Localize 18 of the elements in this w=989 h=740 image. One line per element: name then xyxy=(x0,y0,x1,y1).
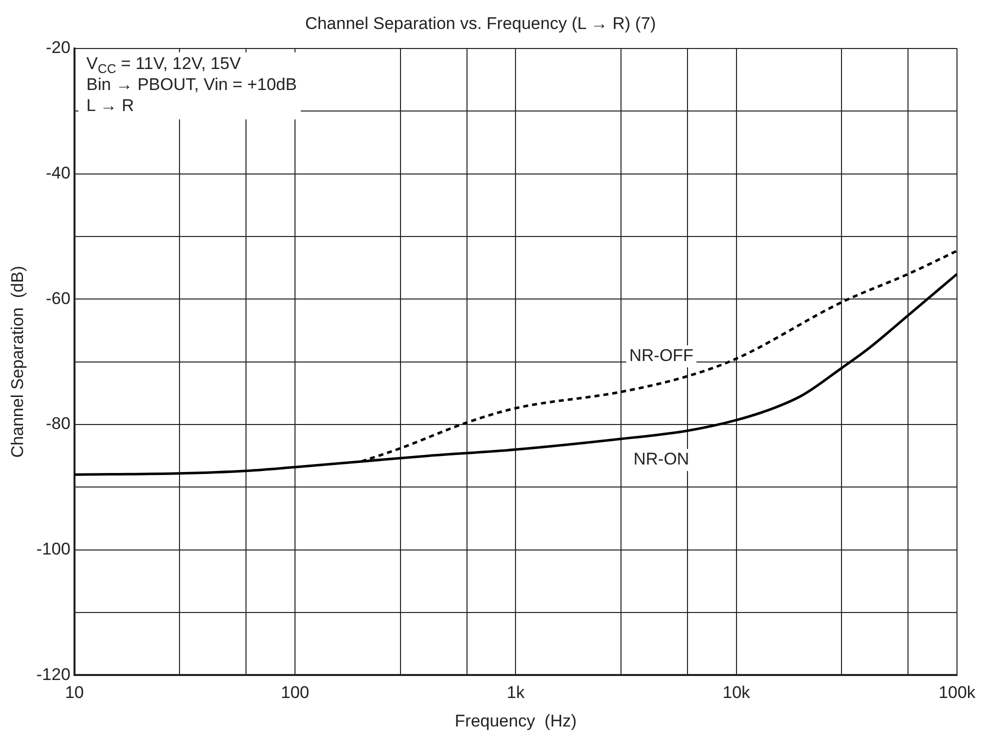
x-tick-label: 100 xyxy=(280,683,310,702)
y-tick-label: -100 xyxy=(36,540,70,559)
annotation: L → R xyxy=(86,96,134,116)
x-tick-label: 1k xyxy=(506,683,526,702)
annotation: Bin → PBOUT, Vin = +10dB xyxy=(86,75,297,94)
y-tick-label: -60 xyxy=(46,288,70,308)
series-label: NR-ON xyxy=(633,450,690,469)
y-tick-label: -120 xyxy=(36,664,70,684)
y-axis-title: Channel Separation (dB) xyxy=(8,266,27,458)
chart-title: Channel Separation vs. Frequency (L → R) (7) xyxy=(305,14,656,33)
x-tick-label: 10k xyxy=(722,683,751,702)
x-tick-label: 100k xyxy=(938,683,976,702)
y-tick-label: -40 xyxy=(46,163,70,182)
y-tick-label: -20 xyxy=(46,38,70,58)
x-tick-label: 10 xyxy=(64,683,84,702)
y-tick-label: -80 xyxy=(46,414,70,434)
series-label: NR-OFF xyxy=(629,346,694,366)
x-axis-title: Frequency (Hz) xyxy=(454,711,577,730)
